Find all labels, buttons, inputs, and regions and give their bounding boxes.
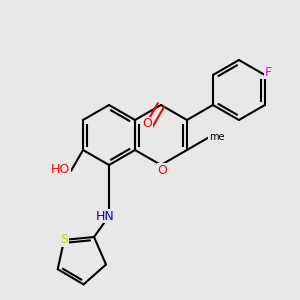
Text: S: S <box>60 233 68 246</box>
Text: F: F <box>264 65 272 79</box>
Text: HO: HO <box>51 163 70 176</box>
Text: me: me <box>209 132 224 142</box>
Text: O: O <box>158 164 167 177</box>
Text: HN: HN <box>96 209 115 223</box>
Text: O: O <box>142 117 152 130</box>
